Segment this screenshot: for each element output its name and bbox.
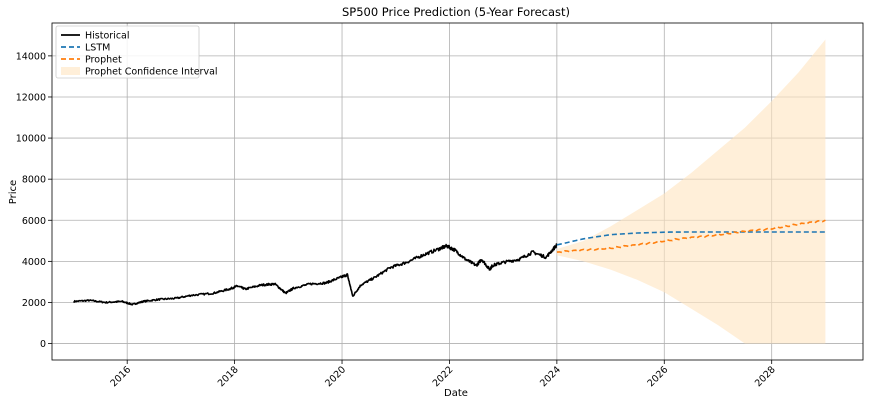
series-line-historical <box>72 243 558 306</box>
x-tick-label: 2026 <box>646 364 671 389</box>
legend-label: Historical <box>85 31 130 42</box>
y-tick-label: 10000 <box>16 134 46 145</box>
x-tick-label: 2028 <box>753 364 778 389</box>
legend-label: Prophet Confidence Interval <box>85 67 218 78</box>
x-tick-label: 2018 <box>216 364 241 389</box>
legend-label: Prophet <box>85 55 122 66</box>
y-axis-ticks: 0 2000 4000 6000 8000 10000 12000 14000 <box>16 51 52 350</box>
confidence-interval-layer <box>556 39 826 344</box>
y-tick-label: 0 <box>40 339 46 350</box>
chart-title: SP500 Price Prediction (5-Year Forecast) <box>342 5 570 19</box>
series-line-lstm <box>556 231 826 246</box>
y-tick-label: 8000 <box>22 175 46 186</box>
x-axis-ticks: 2016 2018 2020 2022 2024 2026 2028 <box>108 360 778 389</box>
y-axis-label: Price <box>8 180 19 204</box>
x-tick-label: 2020 <box>323 364 348 389</box>
legend-label: LSTM <box>85 43 110 54</box>
y-tick-label: 6000 <box>22 216 46 227</box>
x-tick-label: 2016 <box>108 364 133 389</box>
y-tick-label: 12000 <box>16 92 46 103</box>
confidence-interval-band <box>556 39 826 344</box>
x-tick-label: 2024 <box>538 364 563 389</box>
x-tick-label: 2022 <box>431 364 456 389</box>
series-layer <box>72 219 826 306</box>
plot-frame <box>51 22 864 361</box>
y-tick-label: 4000 <box>22 257 46 268</box>
y-tick-label: 2000 <box>22 298 46 309</box>
x-axis-label: Date <box>444 388 468 399</box>
legend-swatch-confidence <box>61 67 80 75</box>
legend-box <box>55 25 200 79</box>
series-line-prophet <box>556 219 826 254</box>
y-tick-label: 14000 <box>16 51 46 62</box>
